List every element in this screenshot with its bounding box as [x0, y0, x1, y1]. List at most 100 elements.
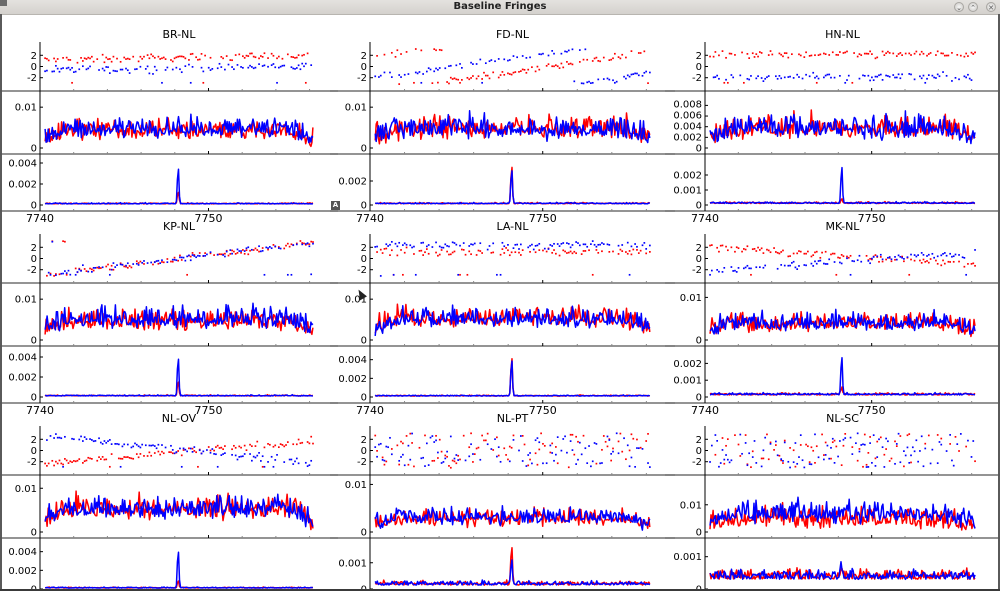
red-phase-point [492, 449, 495, 451]
red-phase-point [819, 256, 822, 259]
blue-phase-point [295, 457, 298, 460]
blue-phase-point [60, 437, 63, 440]
y-tick-label: -2 [357, 457, 367, 468]
red-phase-point [625, 56, 627, 59]
red-phase-point [716, 246, 719, 249]
red-phase-point [924, 260, 927, 263]
blue-phase-point [725, 78, 727, 81]
red-phase-point [851, 81, 854, 84]
red-phase-point [390, 448, 393, 450]
blue-phase-point [518, 248, 520, 250]
red-phase-point [823, 454, 825, 456]
red-phase-point [108, 268, 111, 271]
blue-phase-point [549, 244, 552, 246]
red-phase-point [753, 247, 756, 250]
red-phase-point [247, 55, 250, 57]
red-phase-point [619, 57, 622, 60]
red-phase-point [601, 250, 603, 253]
red-phase-point [721, 50, 724, 52]
blue-phase-point [152, 444, 154, 447]
blue-phase-point [279, 65, 282, 68]
minimize-button[interactable]: ⌄ [954, 2, 964, 12]
blue-phase-point [132, 445, 135, 448]
blue-phase-point [560, 449, 563, 452]
blue-phase-point [403, 73, 406, 76]
blue-phase-point [508, 460, 511, 463]
panel-title: KP-NL [163, 220, 196, 233]
red-phase-point [619, 248, 622, 251]
red-phase-point [503, 447, 506, 450]
red-phase-point [887, 50, 889, 53]
red-phase-point [437, 457, 439, 459]
blue-phase-point [424, 465, 426, 467]
blue-phase-point [64, 435, 66, 438]
red-phase-point [451, 251, 454, 254]
red-phase-point [407, 463, 410, 466]
red-phase-point [874, 57, 877, 60]
blue-phase-point [534, 439, 537, 442]
blue-phase-point [258, 452, 260, 454]
y-tick-label: 0 [361, 528, 367, 539]
close-button[interactable]: ✕ [986, 2, 996, 12]
blue-phase-point [637, 74, 640, 77]
blue-phase-point [783, 264, 786, 267]
blue-phase-point [858, 450, 861, 453]
red-phase-point [459, 81, 461, 84]
blue-phase-point [872, 256, 875, 258]
red-phase-point [895, 445, 898, 447]
red-phase-point [883, 453, 886, 456]
blue-phase-point [739, 74, 742, 77]
red-phase-point [612, 250, 614, 253]
blue-phase-point [856, 432, 859, 435]
blue-phase-point [612, 79, 614, 82]
blue-phase-point [200, 452, 203, 455]
red-phase-point [466, 273, 469, 276]
blue-phase-point [134, 68, 136, 71]
blue-phase-point [762, 266, 765, 269]
red-phase-point [440, 450, 443, 453]
blue-phase-point [501, 241, 504, 244]
red-phase-point [92, 269, 95, 272]
red-phase-point [974, 460, 976, 463]
blue-phase-point [472, 63, 474, 65]
blue-phase-point [597, 78, 600, 81]
red-phase-point [543, 444, 546, 447]
red-phase-point [913, 259, 916, 262]
phase-subplot: -202 [330, 426, 675, 476]
red-phase-point [477, 75, 480, 78]
blue-phase-point [915, 255, 918, 258]
red-phase-point [571, 63, 574, 66]
annotation-icon[interactable]: A [331, 201, 340, 210]
red-phase-point [750, 466, 752, 469]
window-menu-icon[interactable] [0, 0, 7, 6]
red-phase-point [789, 447, 791, 449]
red-phase-point [719, 244, 722, 247]
red-phase-point [762, 252, 765, 254]
blue-phase-point [919, 75, 921, 78]
y-tick-label: 0 [31, 336, 37, 347]
blue-phase-point [608, 78, 611, 81]
blue-phase-point [839, 261, 841, 264]
blue-phase-point [590, 465, 592, 468]
blue-phase-point [479, 58, 482, 61]
blue-phase-point [833, 462, 836, 464]
blue-phase-point [789, 264, 791, 267]
red-phase-point [310, 240, 313, 243]
blue-phase-point [649, 466, 651, 468]
red-phase-point [970, 51, 973, 54]
red-phase-point [569, 250, 572, 253]
red-phase-point [805, 443, 807, 446]
blue-phase-point [949, 434, 952, 436]
red-phase-point [449, 253, 452, 256]
red-phase-point [604, 440, 607, 443]
maximize-button[interactable]: ⌃ [968, 2, 978, 12]
red-phase-point [892, 52, 895, 55]
blue-phase-point [87, 270, 90, 273]
red-phase-point [835, 445, 838, 448]
window-titlebar[interactable]: Baseline Fringes ⌄ ⌃ ✕ [0, 0, 1000, 15]
red-phase-point [503, 252, 506, 254]
